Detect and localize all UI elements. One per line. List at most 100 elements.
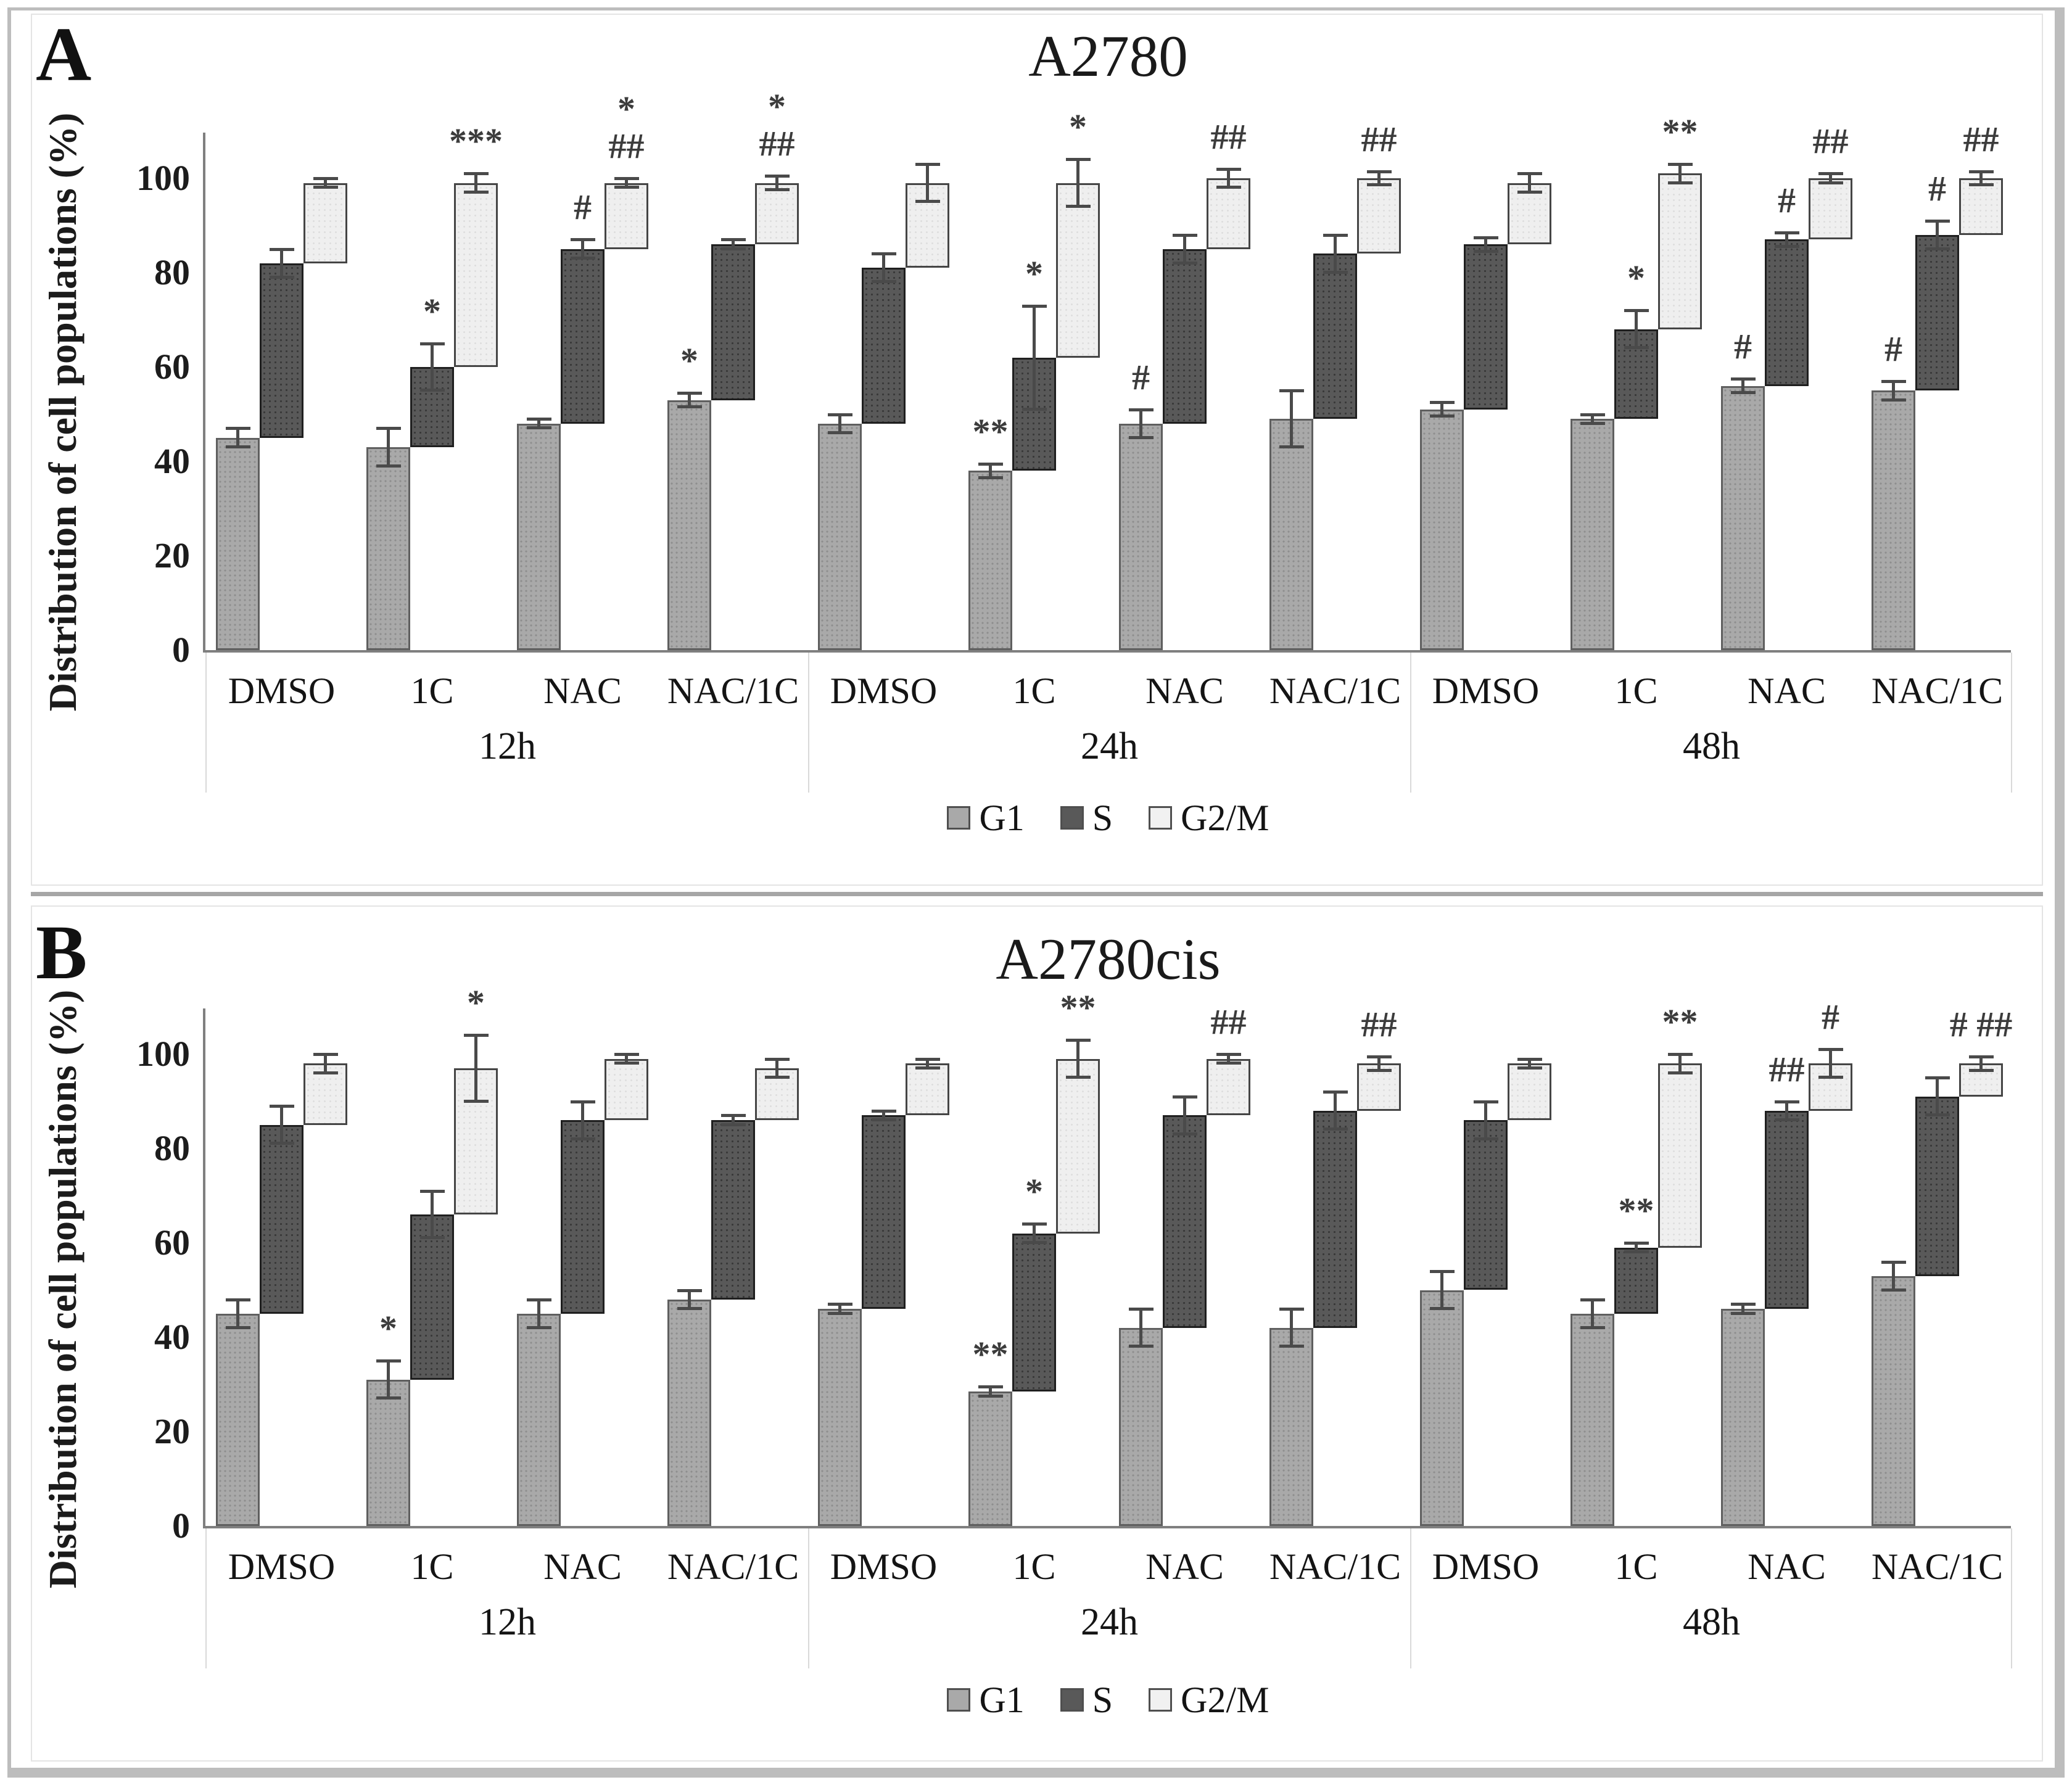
error-cap-bottom <box>376 464 401 468</box>
bar-g2m <box>1809 178 1852 240</box>
category-separator <box>205 1528 207 1668</box>
error-cap-top <box>1323 1090 1348 1094</box>
error-bar <box>581 239 584 259</box>
bar-s <box>1765 239 1809 386</box>
error-cap-top <box>1730 377 1756 381</box>
error-cap-bottom <box>915 200 940 204</box>
treatment-label: DMSO <box>1432 1546 1540 1587</box>
error-bar <box>324 1054 327 1073</box>
error-cap-top <box>1925 219 1950 223</box>
error-cap-bottom <box>1818 1076 1843 1079</box>
error-bar <box>688 393 691 407</box>
y-tick-label: 60 <box>154 1222 190 1263</box>
sig-annotation: * ## <box>609 91 645 165</box>
treatment-label: DMSO <box>228 1546 336 1587</box>
sig-line: ## <box>1361 118 1397 159</box>
sig-annotation: ## <box>1361 1005 1397 1043</box>
error-cap-top <box>915 1057 940 1061</box>
error-bar <box>926 164 929 202</box>
bar-g1 <box>366 447 410 650</box>
error-cap-top <box>1624 1242 1649 1245</box>
treatment-label: 1C <box>1012 1546 1056 1587</box>
sig-line: ** <box>1618 1190 1654 1231</box>
panel-divider <box>31 892 2043 896</box>
y-tick-label: 100 <box>136 158 190 198</box>
legend-item-g2m: G2/M <box>1149 799 1269 837</box>
error-bar <box>537 419 540 429</box>
error-bar <box>1033 305 1036 410</box>
error-cap-top <box>1925 1076 1950 1080</box>
error-bar <box>688 1290 691 1309</box>
error-bar <box>1440 1271 1443 1309</box>
error-bar <box>1936 220 1939 249</box>
sig-annotation: # ## <box>1949 1004 2013 1044</box>
bar-g1 <box>968 471 1012 650</box>
error-cap-top <box>1172 1095 1197 1099</box>
bar-g2m <box>1658 1063 1702 1248</box>
bar-g2m <box>755 183 799 245</box>
sig-line: * <box>1025 253 1043 294</box>
bar-s <box>410 1214 454 1380</box>
bar-g1 <box>1420 409 1464 650</box>
bar-g2m <box>605 1058 648 1121</box>
error-bar <box>1979 171 1983 186</box>
error-bar <box>1892 1261 1895 1290</box>
sig-line: # <box>574 187 592 228</box>
sig-annotation: ## <box>1963 120 1999 158</box>
legend-swatch-s-icon <box>1060 806 1084 830</box>
error-cap-top <box>1667 163 1693 167</box>
bar-g1 <box>818 423 862 650</box>
sig-line: ## <box>759 123 795 164</box>
sig-line: * <box>680 340 698 381</box>
error-cap-bottom <box>269 275 294 279</box>
treatment-label: DMSO <box>830 670 938 711</box>
error-cap-bottom <box>1216 186 1241 189</box>
bar-g1 <box>366 1379 410 1526</box>
error-cap-top <box>570 238 595 242</box>
error-bar <box>280 1106 283 1144</box>
error-bar <box>280 249 283 278</box>
error-cap-bottom <box>764 188 790 192</box>
bar-g1 <box>1571 1313 1614 1526</box>
sig-annotation: * <box>1069 109 1087 146</box>
error-bar <box>1741 379 1744 394</box>
sig-line: # ## <box>1949 1004 2013 1044</box>
bar-g2m <box>906 1063 949 1116</box>
y-tick-label: 60 <box>154 347 190 387</box>
category-separator <box>2011 1528 2012 1668</box>
sig-line: ** <box>972 411 1009 451</box>
error-cap-bottom <box>526 426 551 430</box>
treatment-label: NAC/1C <box>1871 1546 2004 1587</box>
bar-s <box>561 249 605 424</box>
bar-s <box>260 263 303 438</box>
error-cap-bottom <box>1065 204 1091 208</box>
sig-line: * <box>1025 1171 1043 1212</box>
legend-item-g1: G1 <box>947 799 1025 837</box>
treatment-label: NAC/1C <box>667 1546 799 1587</box>
y-tick-label: 0 <box>172 1506 190 1546</box>
category-separator <box>1410 1528 1411 1668</box>
bar-g2m <box>1056 183 1100 358</box>
error-cap-bottom <box>827 1311 852 1315</box>
error-cap-top <box>764 175 790 178</box>
error-cap-top <box>1818 1048 1843 1052</box>
bar-s <box>561 1120 605 1314</box>
error-bar <box>1227 168 1230 188</box>
bar-g2m <box>1207 178 1250 249</box>
error-cap-bottom <box>1473 1137 1498 1140</box>
error-cap-top <box>614 1053 639 1056</box>
bar-s <box>1163 249 1207 424</box>
legend-swatch-g2m-icon <box>1149 806 1173 830</box>
panel-b-title: A2780cis <box>996 926 1221 992</box>
sig-annotation: ** <box>1662 113 1698 150</box>
error-bar <box>1139 409 1142 438</box>
bar-g2m <box>454 183 498 367</box>
bar-s <box>711 1120 755 1300</box>
error-cap-top <box>1065 1039 1091 1042</box>
error-cap-top <box>269 1105 294 1108</box>
bar-g1 <box>1269 419 1313 650</box>
error-cap-bottom <box>1667 1071 1693 1074</box>
bar-s <box>862 1115 906 1309</box>
legend-item-g1: G1 <box>947 1681 1025 1719</box>
